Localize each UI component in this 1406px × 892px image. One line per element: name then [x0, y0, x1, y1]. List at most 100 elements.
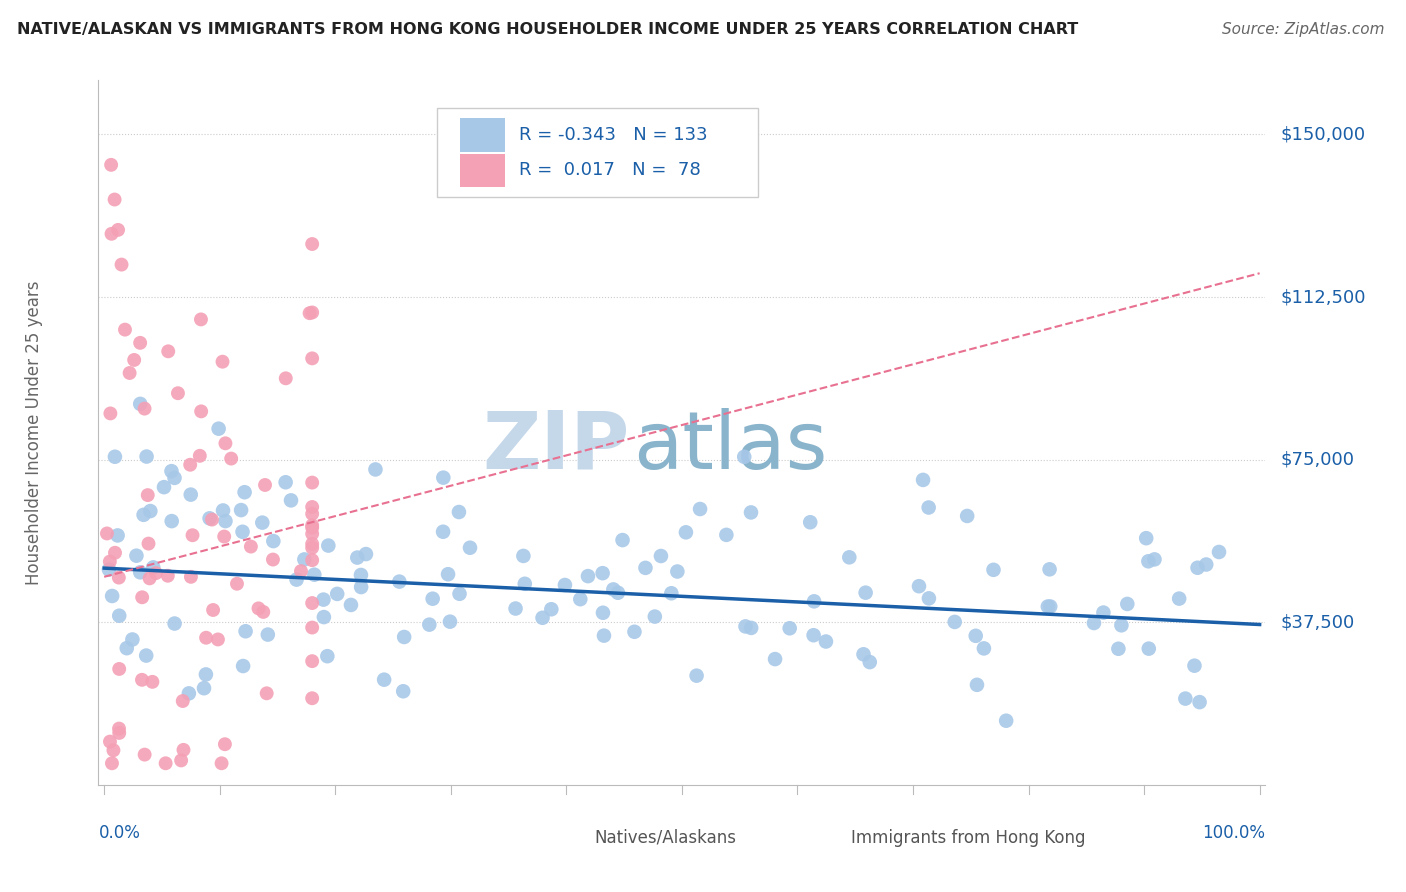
Point: [666, 565, 689, 579]
Point: [108, 662, 131, 676]
Point: [458, 541, 481, 555]
Point: [1107, 641, 1129, 656]
Point: [156, 568, 179, 582]
Point: [145, 566, 167, 581]
Point: [138, 536, 160, 550]
Point: [214, 514, 236, 528]
Point: [301, 691, 323, 706]
Point: [734, 619, 756, 633]
Point: [326, 587, 349, 601]
Point: [108, 608, 131, 623]
Point: [373, 673, 395, 687]
Point: [799, 515, 821, 529]
Point: [1092, 606, 1115, 620]
Point: [134, 401, 156, 416]
FancyBboxPatch shape: [541, 825, 582, 854]
Point: [157, 344, 180, 359]
Point: [207, 422, 229, 436]
Point: [285, 573, 308, 587]
Point: [177, 686, 200, 700]
Point: [108, 571, 131, 585]
Point: [202, 603, 225, 617]
Point: [274, 475, 297, 490]
Point: [301, 518, 323, 533]
Point: [1168, 591, 1191, 606]
Point: [852, 648, 875, 662]
FancyBboxPatch shape: [460, 153, 505, 187]
Point: [212, 529, 235, 543]
Point: [675, 525, 697, 540]
Point: [280, 493, 302, 508]
Point: [198, 511, 221, 525]
Point: [138, 571, 160, 585]
Point: [388, 574, 411, 589]
Point: [239, 540, 262, 554]
Point: [170, 753, 193, 767]
Point: [253, 478, 276, 492]
Point: [918, 591, 941, 606]
Point: [101, 756, 124, 771]
Point: [364, 462, 387, 476]
Point: [740, 621, 762, 635]
Point: [1135, 531, 1157, 545]
Point: [193, 681, 215, 696]
Point: [689, 502, 711, 516]
Point: [505, 601, 527, 615]
Point: [256, 627, 278, 641]
Point: [1184, 658, 1206, 673]
Point: [301, 596, 323, 610]
FancyBboxPatch shape: [460, 119, 505, 153]
Point: [219, 451, 242, 466]
Point: [592, 566, 614, 581]
Point: [956, 508, 979, 523]
Text: ZIP: ZIP: [482, 408, 630, 486]
Point: [247, 601, 270, 615]
Point: [983, 563, 1005, 577]
Point: [1195, 558, 1218, 572]
Point: [803, 594, 825, 608]
Point: [612, 533, 634, 547]
Point: [301, 237, 323, 252]
Point: [943, 615, 966, 629]
Point: [1036, 599, 1059, 614]
Point: [134, 747, 156, 762]
Point: [194, 667, 217, 681]
Point: [1039, 599, 1062, 614]
Point: [163, 471, 186, 485]
Point: [100, 227, 122, 241]
Point: [779, 621, 801, 635]
Point: [392, 630, 415, 644]
Text: $112,500: $112,500: [1281, 288, 1367, 306]
Point: [98, 734, 121, 748]
Point: [104, 193, 127, 207]
Point: [301, 500, 323, 514]
Point: [301, 654, 323, 668]
Text: Householder Income Under 25 years: Householder Income Under 25 years: [25, 280, 44, 585]
Point: [814, 634, 837, 648]
Point: [190, 312, 212, 326]
Point: [160, 514, 183, 528]
Point: [1143, 552, 1166, 566]
Point: [1187, 560, 1209, 574]
Point: [908, 579, 931, 593]
Text: Natives/Alaskans: Natives/Alaskans: [595, 829, 737, 847]
Point: [912, 473, 935, 487]
Point: [432, 524, 454, 539]
Point: [301, 521, 323, 535]
Point: [838, 550, 860, 565]
Point: [173, 743, 195, 757]
Point: [301, 553, 323, 567]
Point: [211, 756, 233, 771]
Point: [233, 485, 256, 500]
Text: atlas: atlas: [633, 408, 827, 486]
Point: [644, 609, 666, 624]
Point: [211, 354, 233, 368]
Point: [1137, 641, 1160, 656]
Point: [422, 591, 444, 606]
Point: [232, 659, 254, 673]
Point: [304, 567, 326, 582]
Point: [232, 524, 254, 539]
Point: [131, 591, 153, 605]
Point: [733, 450, 755, 464]
Point: [437, 567, 460, 582]
